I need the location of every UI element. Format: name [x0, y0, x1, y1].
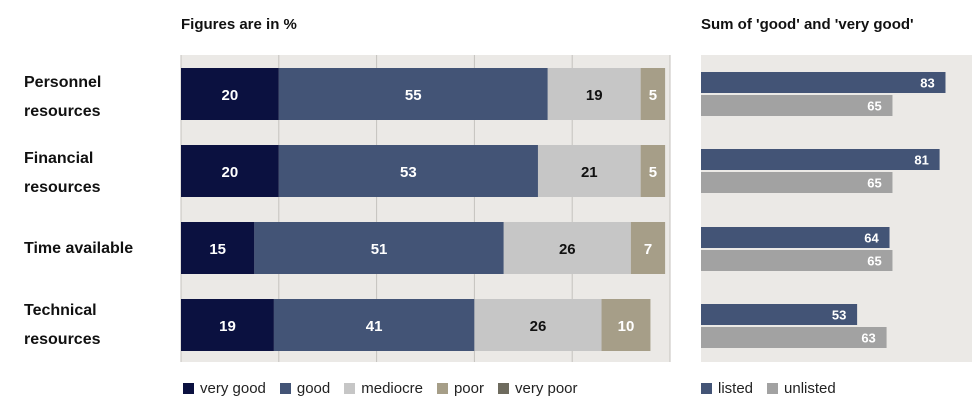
- data-label-very-good-personnel-resources: 20: [222, 87, 239, 104]
- bar-mediocre-technical-resources: [474, 299, 602, 351]
- legend-item-unlisted: unlisted: [767, 380, 836, 397]
- data-label-good-personnel-resources: 55: [405, 87, 422, 104]
- legend-label-listed: listed: [718, 380, 754, 397]
- data-label-poor-personnel-resources: 5: [649, 87, 657, 104]
- data-label-listed-personnel-resources: 83: [920, 76, 934, 91]
- legend-item-good: good: [279, 380, 331, 397]
- legend-swatch-very-good: [183, 383, 194, 394]
- bar-unlisted-time-available: [701, 250, 893, 271]
- bar-unlisted-technical-resources: [701, 327, 887, 348]
- data-label-listed-technical-resources: 53: [832, 308, 846, 323]
- data-label-very-good-technical-resources: 19: [219, 318, 236, 335]
- row-label-technical: Technical resources: [24, 302, 101, 348]
- legend-label-very-good: very good: [200, 380, 266, 397]
- data-label-mediocre-technical-resources: 26: [530, 318, 547, 335]
- data-label-listed-time-available: 64: [864, 231, 879, 246]
- stacked-chart-legend: very good good mediocre poor very poor: [183, 380, 592, 397]
- data-label-good-time-available: 51: [371, 241, 388, 258]
- bar-poor-personnel-resources: [640, 68, 666, 120]
- legend-swatch-unlisted: [767, 383, 779, 394]
- legend-swatch-good: [279, 383, 291, 394]
- data-label-very-good-time-available: 15: [209, 241, 226, 258]
- data-label-good-financial-resources: 53: [400, 164, 417, 181]
- bar-good-financial-resources: [278, 145, 538, 197]
- bar-very-good-time-available: [181, 222, 255, 274]
- legend-label-good: good: [296, 380, 331, 397]
- data-label-unlisted-personnel-resources: 65: [867, 99, 881, 114]
- legend-swatch-poor: [436, 383, 448, 394]
- stacked-chart-title: Figures are in %: [181, 16, 297, 33]
- bar-listed-time-available: [701, 227, 890, 248]
- bar-mediocre-time-available: [503, 222, 631, 274]
- row-label-time: Time available: [24, 240, 134, 257]
- bar-very-good-technical-resources: [181, 299, 274, 351]
- bar-listed-financial-resources: [701, 149, 940, 170]
- bar-listed-technical-resources: [701, 304, 858, 325]
- bar-poor-financial-resources: [640, 145, 666, 197]
- bar-poor-technical-resources: [601, 299, 651, 351]
- data-label-poor-time-available: 7: [644, 241, 652, 258]
- bar-unlisted-financial-resources: [701, 172, 893, 193]
- bar-good-technical-resources: [273, 299, 475, 351]
- data-label-mediocre-financial-resources: 21: [581, 164, 598, 181]
- bar-mediocre-financial-resources: [537, 145, 641, 197]
- sum-chart-title: Sum of 'good' and 'very good': [701, 16, 914, 33]
- legend-label-poor: poor: [453, 380, 484, 397]
- legend-swatch-mediocre: [344, 383, 356, 394]
- legend-item-listed: listed: [701, 380, 753, 397]
- data-label-poor-financial-resources: 5: [649, 164, 657, 181]
- legend-item-very-good: very good: [183, 380, 266, 397]
- legend-label-unlisted: unlisted: [784, 380, 836, 397]
- bar-good-personnel-resources: [278, 68, 548, 120]
- legend-item-mediocre: mediocre: [344, 380, 423, 397]
- legend-label-mediocre: mediocre: [361, 380, 423, 397]
- sum-chart-legend: listed unlisted: [701, 380, 850, 397]
- legend-label-very-poor: very poor: [514, 380, 578, 397]
- data-label-good-technical-resources: 41: [366, 318, 383, 335]
- data-label-unlisted-time-available: 65: [867, 254, 881, 269]
- bar-unlisted-personnel-resources: [701, 95, 893, 116]
- bar-poor-time-available: [630, 222, 666, 274]
- bar-very-good-financial-resources: [181, 145, 279, 197]
- data-label-listed-financial-resources: 81: [914, 153, 928, 168]
- legend-item-poor: poor: [436, 380, 484, 397]
- bar-good-time-available: [254, 222, 504, 274]
- legend-swatch-listed: [701, 383, 712, 394]
- bar-mediocre-personnel-resources: [547, 68, 641, 120]
- data-label-mediocre-time-available: 26: [559, 241, 576, 258]
- data-label-unlisted-technical-resources: 63: [861, 331, 875, 346]
- legend-item-very-poor: very poor: [497, 380, 578, 397]
- data-label-poor-technical-resources: 10: [618, 318, 635, 335]
- row-label-personnel: Personnel resources: [24, 74, 102, 120]
- row-label-financial: Financial resources: [24, 150, 101, 196]
- legend-swatch-very-poor: [497, 383, 509, 394]
- data-label-mediocre-personnel-resources: 19: [586, 87, 603, 104]
- data-label-very-good-financial-resources: 20: [222, 164, 239, 181]
- bar-listed-personnel-resources: [701, 72, 946, 93]
- data-label-unlisted-financial-resources: 65: [867, 176, 881, 191]
- bar-very-good-personnel-resources: [181, 68, 279, 120]
